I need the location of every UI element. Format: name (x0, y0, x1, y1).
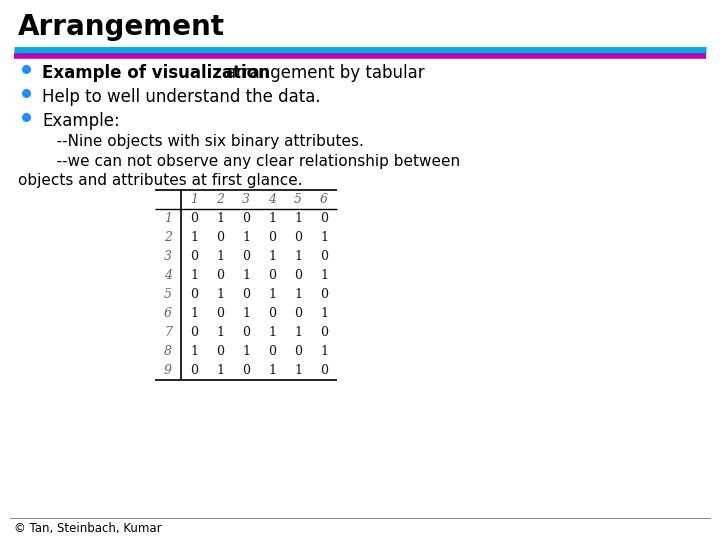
Text: objects and attributes at first glance.: objects and attributes at first glance. (18, 173, 302, 188)
Text: 0: 0 (294, 269, 302, 282)
Text: Arrangement: Arrangement (18, 13, 225, 41)
Text: 0: 0 (242, 288, 250, 301)
Text: 0: 0 (294, 345, 302, 358)
Text: 0: 0 (190, 288, 198, 301)
Text: 4: 4 (268, 193, 276, 206)
Text: 0: 0 (242, 212, 250, 225)
Text: 8: 8 (164, 345, 172, 358)
Text: 0: 0 (190, 250, 198, 263)
Text: 0: 0 (242, 364, 250, 377)
Text: 1: 1 (164, 212, 172, 225)
Text: 1: 1 (190, 307, 198, 320)
Text: Example:: Example: (42, 112, 120, 130)
Text: 1: 1 (294, 212, 302, 225)
Text: 4: 4 (164, 269, 172, 282)
Text: 6: 6 (320, 193, 328, 206)
Text: 1: 1 (268, 250, 276, 263)
Text: 1: 1 (190, 269, 198, 282)
Text: 1: 1 (320, 269, 328, 282)
Text: 5: 5 (294, 193, 302, 206)
Text: 0: 0 (294, 231, 302, 244)
Text: 1: 1 (190, 193, 198, 206)
Text: 1: 1 (216, 288, 224, 301)
Text: 1: 1 (242, 269, 250, 282)
Text: 5: 5 (164, 288, 172, 301)
Text: 1: 1 (216, 326, 224, 339)
Text: 1: 1 (320, 307, 328, 320)
Text: --we can not observe any clear relationship between: --we can not observe any clear relations… (42, 154, 460, 169)
Text: 1: 1 (294, 250, 302, 263)
Text: 1: 1 (242, 231, 250, 244)
Text: 0: 0 (320, 250, 328, 263)
Text: 0: 0 (242, 326, 250, 339)
Text: 0: 0 (190, 364, 198, 377)
Text: © Tan, Steinbach, Kumar: © Tan, Steinbach, Kumar (14, 522, 161, 535)
Text: 1: 1 (216, 250, 224, 263)
Text: 0: 0 (216, 307, 224, 320)
Text: 0: 0 (216, 231, 224, 244)
Text: 1: 1 (190, 231, 198, 244)
Text: 1: 1 (242, 345, 250, 358)
Text: 1: 1 (216, 212, 224, 225)
Text: 0: 0 (320, 364, 328, 377)
Text: Help to well understand the data.: Help to well understand the data. (42, 88, 320, 106)
Text: 2: 2 (164, 231, 172, 244)
Text: Example of visualization: Example of visualization (42, 64, 270, 82)
Text: 1: 1 (242, 307, 250, 320)
Text: 0: 0 (190, 326, 198, 339)
Text: : arrangement by tabular: : arrangement by tabular (215, 64, 424, 82)
Text: 0: 0 (320, 326, 328, 339)
Text: 0: 0 (216, 269, 224, 282)
Text: 9: 9 (164, 364, 172, 377)
Text: 0: 0 (294, 307, 302, 320)
Text: 3: 3 (242, 193, 250, 206)
Text: 1: 1 (268, 364, 276, 377)
Text: 0: 0 (268, 307, 276, 320)
Text: 1: 1 (268, 212, 276, 225)
Text: 0: 0 (242, 250, 250, 263)
Text: 2: 2 (216, 193, 224, 206)
Text: 1: 1 (268, 288, 276, 301)
Text: 6: 6 (164, 307, 172, 320)
Text: 0: 0 (268, 269, 276, 282)
Text: 1: 1 (268, 326, 276, 339)
Text: 1: 1 (320, 345, 328, 358)
Text: 1: 1 (190, 345, 198, 358)
Text: 0: 0 (320, 212, 328, 225)
Text: 1: 1 (294, 326, 302, 339)
Text: 7: 7 (164, 326, 172, 339)
Text: 3: 3 (164, 250, 172, 263)
Text: 1: 1 (216, 364, 224, 377)
Text: 1: 1 (294, 364, 302, 377)
Text: 1: 1 (320, 231, 328, 244)
Text: 1: 1 (294, 288, 302, 301)
Text: 0: 0 (216, 345, 224, 358)
Text: 0: 0 (190, 212, 198, 225)
Text: 0: 0 (268, 231, 276, 244)
Text: --Nine objects with six binary attributes.: --Nine objects with six binary attribute… (42, 134, 364, 149)
Text: 0: 0 (320, 288, 328, 301)
Text: 0: 0 (268, 345, 276, 358)
